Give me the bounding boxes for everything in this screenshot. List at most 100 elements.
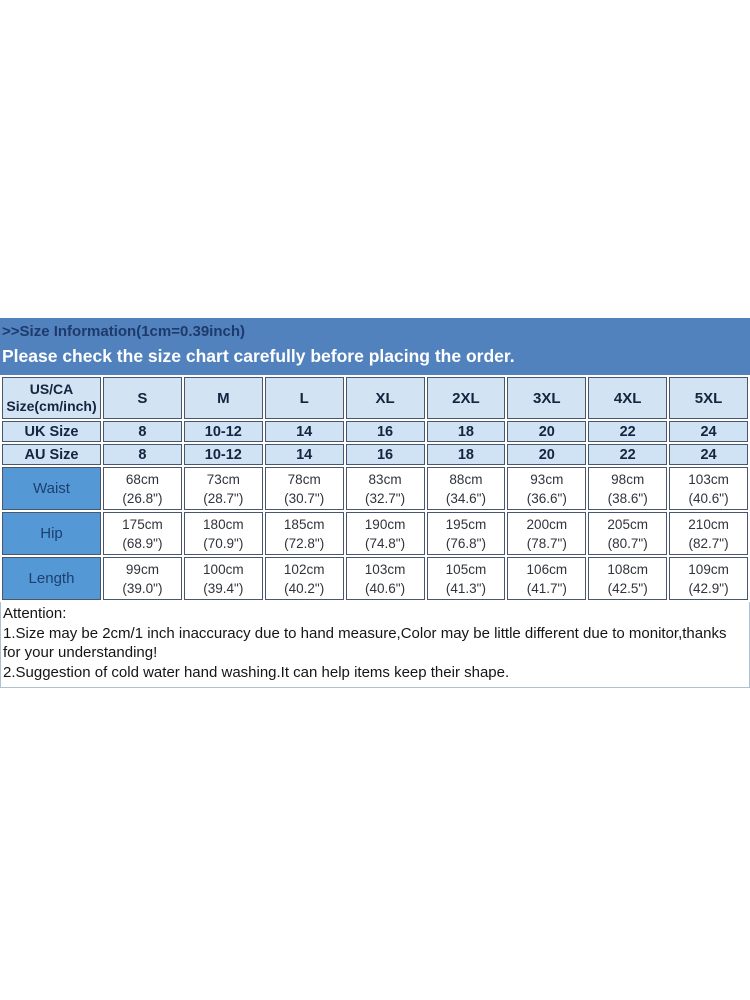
cell-length-3xl: 106cm (41.7") (507, 557, 587, 600)
measurement-inch: (41.3") (445, 580, 486, 596)
cell-uk-size-2xl: 18 (426, 421, 506, 442)
measurement-cm: 205cm (607, 516, 648, 532)
cell-waist-4xl: 98cm (38.6") (588, 467, 668, 510)
measurement-inch: (70.9") (203, 535, 244, 551)
banner-subtitle: Please check the size chart carefully be… (2, 346, 515, 366)
measurement-inch: (68.9") (122, 535, 163, 551)
row-label-length: Length (2, 557, 101, 600)
measurement-cm: 185cm (283, 516, 325, 532)
cell-hip-2xl: 195cm (76.8") (426, 512, 506, 555)
measurement-inch: (32.7") (365, 490, 406, 506)
corner-header-line2: Size(cm/inch) (6, 398, 97, 414)
measurement-cm: 105cm (445, 561, 487, 577)
cell-uk-size-4xl: 22 (588, 421, 668, 442)
cell-uk-size-s: 8 (103, 421, 182, 442)
cell-uk-size-3xl: 20 (507, 421, 587, 442)
measurement-cm: 68cm (125, 471, 159, 487)
measurement-cm: 98cm (611, 471, 645, 487)
size-column-header-l: L (264, 377, 344, 419)
measurement-inch: (39.4") (203, 580, 244, 596)
row-label-au-size: AU Size (2, 444, 101, 465)
cell-length-xl: 103cm (40.6") (345, 557, 425, 600)
cell-hip-s: 175cm (68.9") (103, 512, 182, 555)
cell-hip-4xl: 205cm (80.7") (588, 512, 668, 555)
cell-hip-l: 185cm (72.8") (264, 512, 344, 555)
cell-waist-3xl: 93cm (36.6") (507, 467, 587, 510)
measurement-cm: 106cm (526, 561, 568, 577)
measurement-cm: 78cm (287, 471, 321, 487)
measurement-inch: (80.7") (607, 535, 648, 551)
measurement-inch: (40.6") (688, 490, 729, 506)
measurement-cm: 73cm (206, 471, 240, 487)
cell-length-l: 102cm (40.2") (264, 557, 344, 600)
measurement-cm: 108cm (607, 561, 648, 577)
attention-note-1: 1.Size may be 2cm/1 inch inaccuracy due … (3, 624, 727, 662)
attention-heading: Attention: (3, 605, 67, 622)
size-column-header-xl: XL (345, 377, 425, 419)
cell-length-s: 99cm (39.0") (103, 557, 182, 600)
measurement-inch: (28.7") (203, 490, 244, 506)
cell-hip-m: 180cm (70.9") (183, 512, 263, 555)
measurement-cm: 99cm (125, 561, 159, 577)
measurement-inch: (78.7") (526, 535, 567, 551)
measurement-cm: 93cm (530, 471, 564, 487)
size-column-header-4xl: 4XL (588, 377, 668, 419)
row-label-waist: Waist (2, 467, 101, 510)
size-column-header-s: S (103, 377, 182, 419)
cell-uk-size-5xl: 24 (669, 421, 748, 442)
measurement-inch: (26.8") (122, 490, 163, 506)
cell-au-size-5xl: 24 (669, 444, 748, 465)
size-column-header-m: M (183, 377, 263, 419)
measurement-inch: (30.7") (284, 490, 325, 506)
measurement-inch: (39.0") (122, 580, 163, 596)
size-chart-sheet: >>Size Information(1cm=0.39inch) Please … (0, 318, 750, 688)
cell-length-m: 100cm (39.4") (183, 557, 263, 600)
cell-waist-s: 68cm (26.8") (103, 467, 182, 510)
row-waist: Waist 68cm (26.8") 73cm (28.7") 78cm (30.7") 83… (2, 467, 748, 510)
cell-au-size-3xl: 20 (507, 444, 587, 465)
measurement-cm: 200cm (526, 516, 568, 532)
cell-waist-5xl: 103cm (40.6") (669, 467, 748, 510)
cell-length-4xl: 108cm (42.5") (588, 557, 668, 600)
size-column-header-3xl: 3XL (507, 377, 587, 419)
cell-length-2xl: 105cm (41.3") (426, 557, 506, 600)
size-table: US/CA Size(cm/inch) S M L XL 2XL 3XL 4XL 5XL UK… (0, 375, 750, 602)
table-header-row: US/CA Size(cm/inch) S M L XL 2XL 3XL 4XL 5XL (2, 377, 748, 419)
cell-uk-size-l: 14 (264, 421, 344, 442)
banner: >>Size Information(1cm=0.39inch) Please … (0, 318, 750, 375)
cell-waist-2xl: 88cm (34.6") (426, 467, 506, 510)
measurement-cm: 100cm (203, 561, 244, 577)
measurement-inch: (34.6") (445, 490, 486, 506)
measurement-inch: (36.6") (526, 490, 567, 506)
attention-note-2: 2.Suggestion of cold water hand washing.… (3, 663, 510, 681)
cell-au-size-m: 10-12 (183, 444, 263, 465)
row-uk-size: UK Size 8 10-12 14 16 18 20 22 24 (2, 421, 748, 442)
measurement-inch: (40.2") (284, 580, 325, 596)
row-label-hip: Hip (2, 512, 101, 555)
row-au-size: AU Size 8 10-12 14 16 18 20 22 24 (2, 444, 748, 465)
cell-waist-l: 78cm (30.7") (264, 467, 344, 510)
cell-au-size-2xl: 18 (426, 444, 506, 465)
cell-uk-size-m: 10-12 (183, 421, 263, 442)
measurement-cm: 103cm (688, 471, 729, 487)
measurement-cm: 83cm (368, 471, 402, 487)
cell-au-size-s: 8 (103, 444, 182, 465)
size-column-header-2xl: 2XL (426, 377, 506, 419)
cell-hip-xl: 190cm (74.8") (345, 512, 425, 555)
measurement-cm: 210cm (688, 516, 729, 532)
measurement-cm: 175cm (122, 516, 163, 532)
measurement-cm: 109cm (688, 561, 729, 577)
measurement-cm: 88cm (449, 471, 483, 487)
measurement-inch: (41.7") (526, 580, 567, 596)
measurement-inch: (40.6") (365, 580, 406, 596)
cell-length-5xl: 109cm (42.9") (669, 557, 748, 600)
measurement-inch: (76.8") (445, 535, 486, 551)
measurement-cm: 195cm (445, 516, 487, 532)
measurement-cm: 180cm (203, 516, 244, 532)
measurement-inch: (74.8") (365, 535, 406, 551)
corner-header: US/CA Size(cm/inch) (2, 377, 101, 419)
cell-hip-5xl: 210cm (82.7") (669, 512, 748, 555)
corner-header-line1: US/CA (29, 381, 74, 397)
measurement-inch: (82.7") (688, 535, 729, 551)
measurement-cm: 103cm (364, 561, 406, 577)
